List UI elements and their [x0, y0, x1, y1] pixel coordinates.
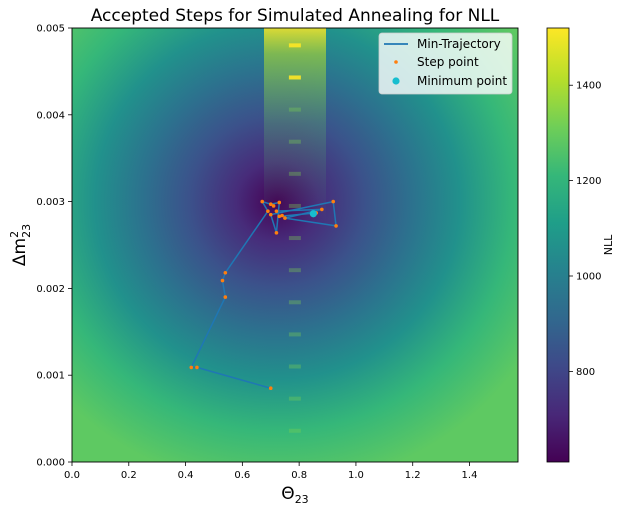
- x-tick-label: 0.8: [291, 470, 307, 481]
- ridge-stripe: [288, 139, 301, 144]
- x-axis-label-main: Θ: [281, 484, 294, 504]
- ridge-stripe: [288, 203, 301, 208]
- x-axis-label: Θ23: [281, 484, 308, 506]
- y-tick-label: 0.004: [36, 110, 65, 121]
- trajectory-segment: [190, 296, 227, 369]
- ridge-stripe: [288, 236, 301, 241]
- step-point: [268, 202, 273, 207]
- x-tick-label: 0.2: [121, 470, 137, 481]
- heatmap: [72, 28, 518, 462]
- step-point: [277, 200, 282, 205]
- step-point: [283, 216, 287, 220]
- legend-step-swatch: [394, 60, 398, 64]
- ridge-stripe: [288, 428, 301, 433]
- trajectory-segment: [275, 201, 281, 234]
- x-tick-label: 0.6: [234, 470, 250, 481]
- colorbar-tick-label: 1200: [576, 176, 601, 187]
- minimum-point-layer: [309, 210, 317, 218]
- step-point: [266, 209, 270, 213]
- step-point: [223, 270, 228, 275]
- trajectory-segment: [270, 213, 278, 234]
- step-point: [280, 213, 284, 218]
- heatmap-ridge-stripes: [288, 43, 301, 433]
- step-point: [331, 199, 336, 204]
- legend-trajectory-label: Min-Trajectory: [417, 37, 501, 51]
- ridge-stripe: [288, 332, 301, 337]
- x-tick-label: 1.4: [462, 470, 478, 481]
- colorbar-tick-label: 800: [576, 367, 595, 378]
- ridge-stripe: [288, 75, 301, 80]
- step-point: [268, 212, 273, 217]
- step-point: [189, 365, 194, 370]
- heatmap-ridge: [264, 28, 326, 462]
- step-point: [260, 199, 265, 204]
- colorbar-ticks: 800 1000 1200 1400: [569, 81, 601, 378]
- legend-box: [378, 32, 513, 95]
- trajectory-segment: [221, 279, 227, 298]
- step-point: [195, 365, 199, 370]
- y-tick-label: 0.000: [36, 458, 65, 469]
- step-point: [334, 224, 338, 228]
- y-tick-label: 0.002: [36, 284, 65, 295]
- x-tick-label: 1.2: [405, 470, 421, 481]
- y-axis-label-subscript: 23: [20, 224, 33, 238]
- x-tick-label: 0.4: [178, 470, 194, 481]
- y-axis: 0.000 0.001 0.002 0.003 0.004 0.005: [36, 24, 72, 469]
- x-tick-label: 0.0: [64, 470, 80, 481]
- legend: Min-Trajectory Step point Minimum point: [378, 32, 513, 95]
- step-point: [271, 204, 276, 208]
- step-points-layer: [189, 199, 338, 391]
- y-axis-label: Δm223: [8, 224, 33, 266]
- ridge-stripe: [288, 396, 301, 401]
- colorbar-frame: [546, 27, 570, 463]
- ridge-stripe: [288, 364, 301, 369]
- trajectory-segment: [224, 210, 269, 274]
- trajectory-layer: [190, 200, 337, 389]
- x-axis-label-subscript: 23: [295, 493, 309, 506]
- step-point: [223, 295, 228, 299]
- ridge-stripe: [288, 43, 301, 48]
- y-axis-label-main: Δm: [10, 238, 30, 266]
- plot-frame: [71, 27, 519, 463]
- trajectory-segment: [332, 200, 337, 227]
- x-axis: 0.0 0.2 0.4 0.6 0.8 1.0 1.2 1.4: [64, 462, 477, 481]
- trajectory-segment: [270, 200, 334, 216]
- legend-minimum-label: Minimum point: [417, 74, 507, 88]
- trajectory-segment: [284, 217, 337, 227]
- y-tick-label: 0.003: [36, 197, 65, 208]
- ridge-stripe: [288, 107, 301, 112]
- step-point: [220, 278, 225, 283]
- colorbar-tick-label: 1000: [576, 272, 601, 283]
- step-point: [320, 207, 324, 212]
- ridge-stripe: [288, 171, 301, 176]
- ridge-stripe: [288, 300, 301, 305]
- step-point: [274, 209, 279, 213]
- y-axis-label-superscript: 2: [8, 231, 21, 238]
- step-point: [274, 231, 279, 235]
- trajectory-segment: [196, 366, 272, 389]
- y-tick-label: 0.005: [36, 24, 65, 35]
- step-point: [268, 386, 273, 391]
- colorbar-tick-label: 1400: [576, 81, 601, 92]
- colorbar-label: NLL: [602, 234, 615, 255]
- x-tick-label: 1.0: [348, 470, 364, 481]
- legend-minimum-swatch: [392, 77, 400, 85]
- minimum-point: [309, 210, 317, 218]
- chart-title: Accepted Steps for Simulated Annealing f…: [91, 6, 500, 26]
- step-point: [277, 214, 282, 219]
- ridge-stripe: [288, 268, 301, 273]
- trajectory-segment: [275, 208, 323, 212]
- y-tick-label: 0.001: [36, 371, 65, 382]
- colorbar: [547, 28, 569, 462]
- trajectory-segment: [261, 200, 269, 212]
- legend-step-label: Step point: [417, 55, 479, 69]
